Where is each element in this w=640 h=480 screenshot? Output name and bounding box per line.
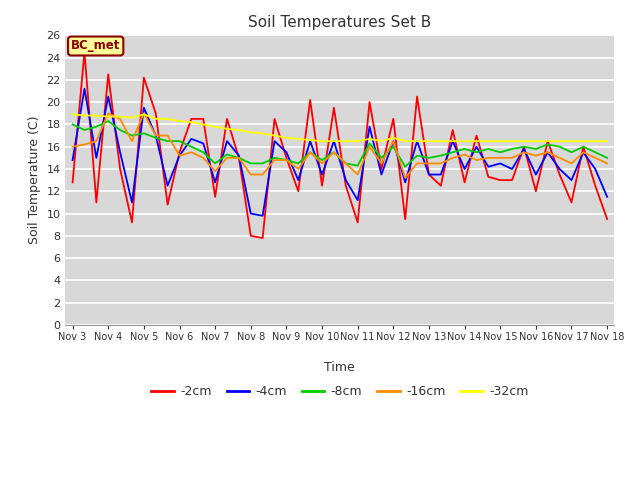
- Legend: -2cm, -4cm, -8cm, -16cm, -32cm: -2cm, -4cm, -8cm, -16cm, -32cm: [147, 380, 533, 403]
- X-axis label: Time: Time: [324, 361, 355, 374]
- Y-axis label: Soil Temperature (C): Soil Temperature (C): [28, 116, 41, 244]
- Title: Soil Temperatures Set B: Soil Temperatures Set B: [248, 15, 431, 30]
- Text: BC_met: BC_met: [71, 39, 120, 52]
